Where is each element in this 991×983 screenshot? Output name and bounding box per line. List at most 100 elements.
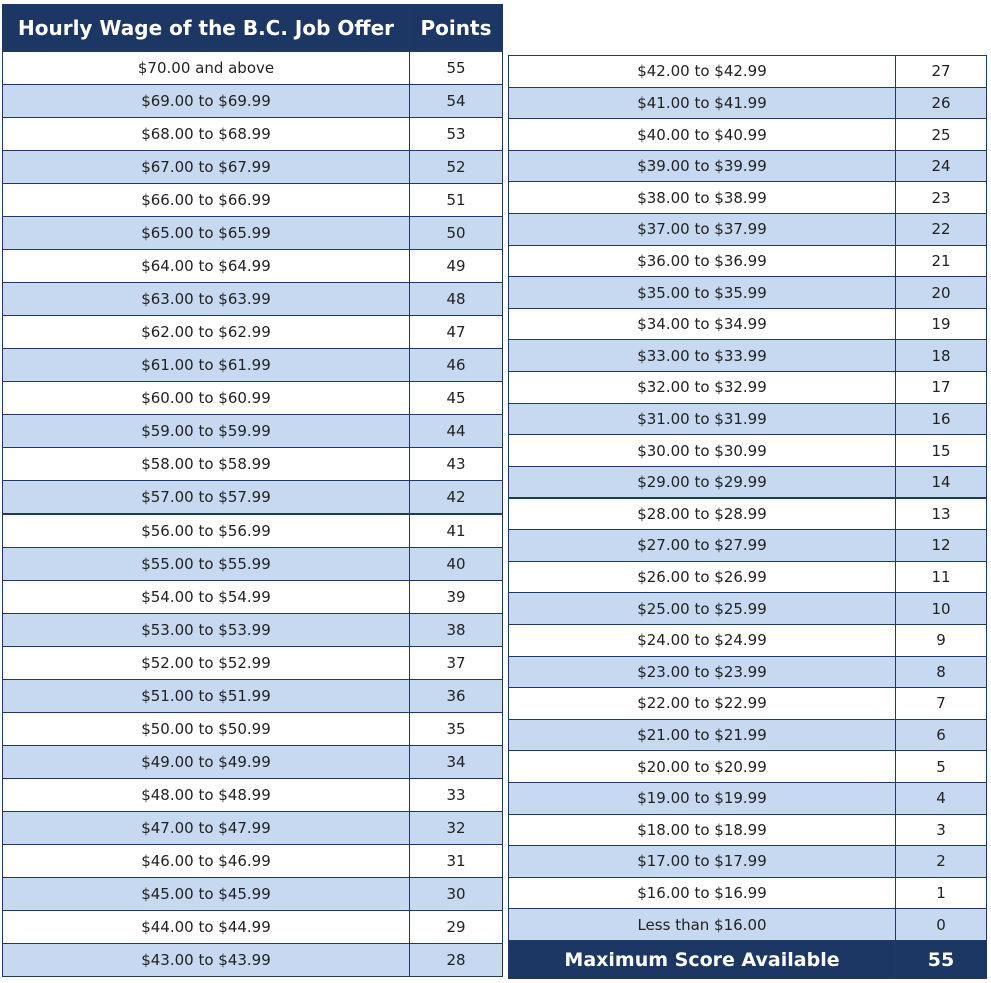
wage-cell: $50.00 to $50.99 [2, 711, 410, 746]
wage-cell: $56.00 to $56.99 [2, 513, 410, 548]
points-cell: 36 [409, 678, 503, 713]
wage-cell: $68.00 to $68.99 [2, 117, 410, 152]
wage-cell: $24.00 to $24.99 [508, 623, 896, 657]
points-cell: 55 [409, 51, 503, 86]
points-cell: 28 [409, 942, 503, 977]
points-cell: 6 [895, 718, 987, 752]
points-cell: 35 [409, 711, 503, 746]
wage-cell: $33.00 to $33.99 [508, 339, 896, 373]
wage-cell: $61.00 to $61.99 [2, 348, 410, 383]
points-cell: 10 [895, 592, 987, 625]
wage-cell: $43.00 to $43.99 [2, 942, 410, 977]
wage-cell: $54.00 to $54.99 [2, 579, 410, 614]
wage-cell: Less than $16.00 [508, 908, 896, 941]
wage-cell: $26.00 to $26.99 [508, 560, 896, 594]
points-cell: 17 [895, 371, 987, 404]
points-cell: 7 [895, 687, 987, 720]
points-cell: 40 [409, 546, 503, 581]
wage-cell: $57.00 to $57.99 [2, 480, 410, 515]
wage-cell: $28.00 to $28.99 [508, 497, 896, 531]
points-cell: 21 [895, 244, 987, 278]
points-cell: 43 [409, 447, 503, 482]
points-cell: 1 [895, 876, 987, 910]
wage-cell: $53.00 to $53.99 [2, 612, 410, 647]
footer-cell: 55 [895, 940, 987, 979]
wage-cell: $45.00 to $45.99 [2, 876, 410, 911]
wage-cell: $29.00 to $29.99 [508, 465, 896, 499]
wage-cell: $67.00 to $67.99 [2, 150, 410, 185]
points-cell: 22 [895, 213, 987, 246]
wage-cell: $30.00 to $30.99 [508, 434, 896, 467]
wage-cell: $32.00 to $32.99 [508, 371, 896, 404]
points-cell: 19 [895, 307, 987, 341]
wage-cell: $23.00 to $23.99 [508, 655, 896, 689]
footer-cell: Maximum Score Available [508, 940, 896, 979]
points-cell: 24 [895, 149, 987, 183]
points-cell: 38 [409, 612, 503, 647]
wage-cell: $38.00 to $38.99 [508, 181, 896, 215]
wage-cell: $65.00 to $65.99 [2, 216, 410, 251]
points-cell: 54 [409, 84, 503, 119]
wage-cell: $70.00 and above [2, 51, 410, 86]
points-cell: 52 [409, 150, 503, 185]
points-cell: 25 [895, 118, 987, 151]
wage-cell: $66.00 to $66.99 [2, 183, 410, 218]
points-cell: 50 [409, 216, 503, 251]
points-cell: 51 [409, 183, 503, 218]
points-cell: 13 [895, 497, 987, 531]
points-cell: 3 [895, 813, 987, 847]
wage-cell: $37.00 to $37.99 [508, 213, 896, 246]
points-cell: 0 [895, 908, 987, 941]
wage-cell: $25.00 to $25.99 [508, 592, 896, 625]
points-cell: 30 [409, 876, 503, 911]
points-cell: 8 [895, 655, 987, 689]
points-cell: 33 [409, 777, 503, 812]
points-cell: 27 [895, 55, 987, 88]
points-cell: 14 [895, 465, 987, 499]
wage-cell: $36.00 to $36.99 [508, 244, 896, 278]
points-cell: 16 [895, 402, 987, 436]
wage-cell: $18.00 to $18.99 [508, 813, 896, 847]
points-cell: 49 [409, 249, 503, 284]
wage-cell: $62.00 to $62.99 [2, 315, 410, 350]
wage-cell: $20.00 to $20.99 [508, 750, 896, 783]
points-cell: 5 [895, 750, 987, 783]
points-cell: 29 [409, 909, 503, 944]
wage-cell: $47.00 to $47.99 [2, 810, 410, 845]
wage-cell: $22.00 to $22.99 [508, 687, 896, 720]
points-cell: 2 [895, 845, 987, 878]
points-cell: 44 [409, 414, 503, 449]
wage-cell: $55.00 to $55.99 [2, 546, 410, 581]
points-cell: 34 [409, 744, 503, 779]
wage-cell: $19.00 to $19.99 [508, 781, 896, 815]
header-cell: Points [409, 4, 503, 51]
points-cell: 48 [409, 282, 503, 317]
points-cell: 37 [409, 645, 503, 680]
points-cell: 32 [409, 810, 503, 845]
wage-cell: $59.00 to $59.99 [2, 414, 410, 449]
points-cell: 18 [895, 339, 987, 373]
wage-cell: $52.00 to $52.99 [2, 645, 410, 680]
wage-cell: $16.00 to $16.99 [508, 876, 896, 910]
points-cell: 47 [409, 315, 503, 350]
points-cell: 15 [895, 434, 987, 467]
wage-cell: $27.00 to $27.99 [508, 529, 896, 562]
points-cell: 11 [895, 560, 987, 594]
wage-cell: $44.00 to $44.99 [2, 909, 410, 944]
points-cell: 26 [895, 86, 987, 120]
wage-cell: $31.00 to $31.99 [508, 402, 896, 436]
wage-cell: $21.00 to $21.99 [508, 718, 896, 752]
wage-cell: $51.00 to $51.99 [2, 678, 410, 713]
points-cell: 53 [409, 117, 503, 152]
wage-cell: $46.00 to $46.99 [2, 843, 410, 878]
wage-cell: $35.00 to $35.99 [508, 276, 896, 309]
wage-cell: $41.00 to $41.99 [508, 86, 896, 120]
wage-cell: $39.00 to $39.99 [508, 149, 896, 183]
wage-cell: $48.00 to $48.99 [2, 777, 410, 812]
wage-cell: $69.00 to $69.99 [2, 84, 410, 119]
header-cell: Hourly Wage of the B.C. Job Offer [2, 4, 410, 51]
wage-cell: $49.00 to $49.99 [2, 744, 410, 779]
wage-cell: $42.00 to $42.99 [508, 55, 896, 88]
points-cell: 12 [895, 529, 987, 562]
